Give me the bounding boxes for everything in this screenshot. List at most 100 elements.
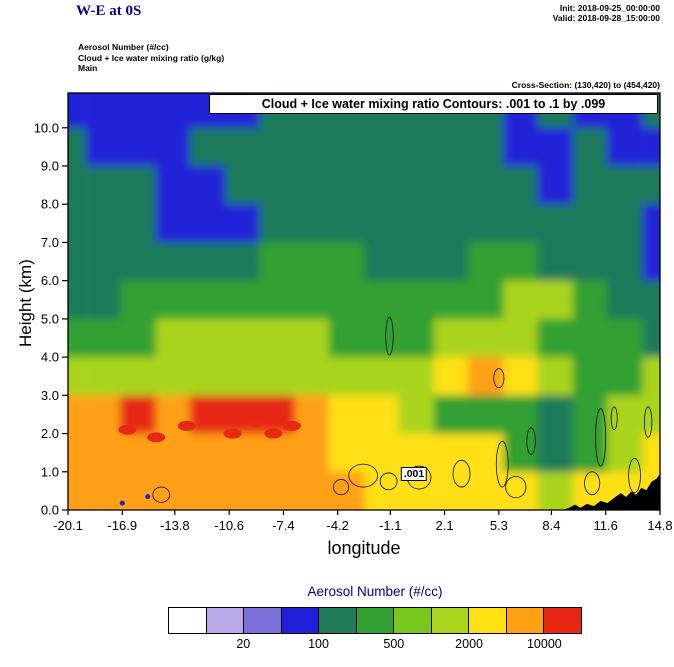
- aerosol-grid-cell: [642, 318, 660, 359]
- aerosol-grid-cell: [225, 242, 262, 282]
- low-aerosol-speck: [145, 494, 151, 500]
- aerosol-grid-cell: [225, 204, 262, 244]
- aerosol-grid-cell: [433, 433, 470, 473]
- cloud-contour: [495, 440, 509, 488]
- aerosol-grid-cell: [259, 127, 296, 168]
- x-tick-label: -10.6: [214, 518, 244, 533]
- low-aerosol-speck: [119, 500, 125, 506]
- red-core-spot: [147, 432, 166, 443]
- colorbar-cell: [206, 608, 245, 633]
- red-core-spot: [177, 420, 196, 431]
- aerosol-grid-cell: [433, 280, 470, 320]
- aerosol-grid-cell: [259, 433, 296, 473]
- aerosol-grid-cell: [503, 280, 540, 320]
- aerosol-grid-cell: [642, 280, 660, 320]
- aerosol-grid-cell: [573, 395, 609, 435]
- cloud-contour: [348, 463, 378, 488]
- aerosol-grid-cell: [189, 471, 226, 510]
- colorbar-tick-label: 20: [236, 637, 251, 651]
- aerosol-grid-cell: [503, 242, 540, 282]
- colorbar-tick-label: 10000: [526, 637, 562, 651]
- aerosol-grid-cell: [503, 166, 540, 206]
- cloud-contour: [505, 475, 527, 499]
- aerosol-grid-cell: [225, 166, 262, 206]
- x-tick-label: 5.3: [490, 518, 508, 533]
- cloud-contour: [452, 459, 471, 488]
- aerosol-grid-cell: [398, 242, 435, 282]
- red-core-spot: [223, 428, 242, 439]
- aerosol-grid-cell: [225, 471, 262, 510]
- field-info-domain: Main: [78, 63, 98, 73]
- aerosol-grid-cell: [503, 471, 540, 510]
- red-core-spot: [247, 417, 266, 428]
- aerosol-grid-cell: [537, 242, 574, 282]
- aerosol-grid-cell: [537, 433, 574, 473]
- aerosol-grid-cell: [328, 357, 365, 397]
- colorbar-cell: [506, 608, 545, 633]
- cloud-contour: [493, 368, 505, 389]
- aerosol-grid-cell: [537, 204, 574, 244]
- aerosol-grid-cell: [364, 280, 401, 320]
- aerosol-grid-cell: [120, 127, 156, 168]
- aerosol-grid-cell: [328, 242, 365, 282]
- field-overlays: [118, 417, 301, 506]
- aerosol-grid-cell: [294, 127, 331, 168]
- aerosol-field: [68, 93, 660, 510]
- aerosol-grid-cell: [259, 471, 296, 510]
- aerosol-grid-cell: [573, 433, 609, 473]
- aerosol-grid-cell: [225, 127, 262, 168]
- aerosol-grid-cell: [294, 280, 331, 320]
- aerosol-grid-cell: [398, 280, 435, 320]
- aerosol-grid-cell: [537, 127, 574, 168]
- y-tick-label: 2.0: [41, 426, 59, 441]
- aerosol-grid-cell: [467, 166, 504, 206]
- aerosol-grid-cell: [573, 318, 609, 359]
- colorbar-cell: [169, 608, 207, 633]
- aerosol-grid-cell: [86, 280, 123, 320]
- aerosol-grid-cell: [537, 318, 574, 359]
- contour-value-label: .001: [400, 467, 428, 481]
- y-tick-label: 3.0: [41, 388, 59, 403]
- aerosol-grid-cell: [364, 433, 401, 473]
- cloud-contour: [333, 479, 350, 496]
- aerosol-grid-cell: [189, 280, 226, 320]
- y-tick-label: 6.0: [41, 273, 59, 288]
- aerosol-grid-cell: [606, 357, 643, 397]
- aerosol-grid-cell: [225, 433, 262, 473]
- aerosol-grid-cell: [642, 395, 660, 435]
- cloud-contour-lines: [152, 316, 653, 503]
- aerosol-grid-cell: [86, 357, 123, 397]
- aerosol-grid-cell: [642, 166, 660, 206]
- aerosol-grid-cell: [328, 127, 365, 168]
- aerosol-grid-cell: [155, 93, 192, 129]
- aerosol-grid-cell: [189, 395, 226, 435]
- aerosol-grid-cell: [120, 166, 156, 206]
- aerosol-grid-cell: [606, 204, 643, 244]
- aerosol-grid-cell: [259, 166, 296, 206]
- aerosol-grid-cell: [433, 166, 470, 206]
- aerosol-grid-cell: [642, 357, 660, 397]
- aerosol-grid-cell: [503, 318, 540, 359]
- cloud-contour: [385, 316, 394, 356]
- aerosol-grid-cell: [467, 318, 504, 359]
- colorbar-cell: [319, 608, 357, 633]
- aerosol-grid-cell: [606, 280, 643, 320]
- aerosol-grid-cell: [642, 242, 660, 282]
- x-tick-label: -4.2: [327, 518, 349, 533]
- aerosol-grid-cell: [189, 433, 226, 473]
- aerosol-grid-cell: [433, 395, 470, 435]
- aerosol-grid-cell: [189, 166, 226, 206]
- aerosol-grid-cell: [225, 318, 262, 359]
- aerosol-grid-cell: [120, 242, 156, 282]
- aerosol-grid-cell: [642, 433, 660, 473]
- terrain-outline: [561, 473, 660, 510]
- x-axis-title: longitude: [327, 538, 401, 558]
- aerosol-grid-cell: [642, 204, 660, 244]
- aerosol-grid-cell: [433, 471, 470, 510]
- aerosol-grid-cell: [225, 280, 262, 320]
- page-title: W-E at 0S: [76, 3, 142, 19]
- aerosol-grid-cell: [68, 166, 87, 206]
- aerosol-grid-cell: [86, 166, 123, 206]
- aerosol-grid-cell: [398, 357, 435, 397]
- aerosol-grid-cell: [328, 280, 365, 320]
